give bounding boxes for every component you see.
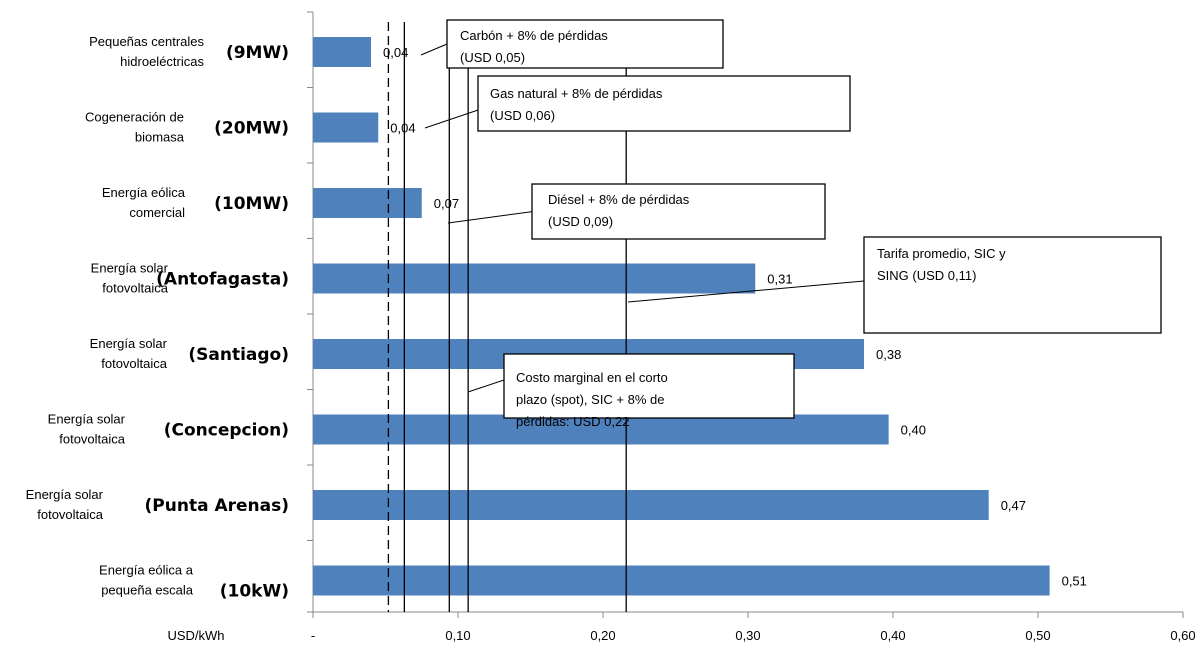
- category-location: (Santiago): [188, 345, 289, 365]
- category-location: (Concepcion): [164, 421, 289, 441]
- bar: [313, 263, 756, 294]
- data-label: 0,04: [390, 121, 415, 136]
- category-name: Energía solar: [26, 487, 104, 502]
- category-name: Energía solar: [48, 412, 126, 427]
- data-label: 0,51: [1062, 574, 1087, 589]
- category-name: biomasa: [135, 130, 185, 145]
- bar: [313, 490, 989, 520]
- category-name: Energía solar: [90, 336, 168, 351]
- data-label: 0,38: [876, 347, 901, 362]
- annotation-text: Gas natural + 8% de pérdidas: [490, 86, 663, 101]
- bar: [313, 112, 379, 143]
- annotation-boxes: Carbón + 8% de pérdidas (USD 0,05) Gas nat…: [420, 19, 1162, 429]
- x-tick-label: 0,50: [1025, 628, 1050, 643]
- annotation-text: pérdidas: USD 0,22: [516, 414, 629, 429]
- x-tick-label: 0,20: [590, 628, 615, 643]
- category-name: fotovoltaica: [59, 432, 126, 447]
- annotation-text: (USD 0,06): [490, 108, 555, 123]
- x-tick-label: 0,10: [445, 628, 470, 643]
- annotation-leader-line: [467, 379, 505, 393]
- axes: - 0,10 0,20 0,30 0,40 0,50 0,60: [307, 11, 1196, 643]
- category-name: comercial: [129, 205, 185, 220]
- annotation-box: [446, 19, 724, 69]
- annotation-box: [477, 75, 851, 132]
- annotation-text: Diésel + 8% de pérdidas: [548, 192, 690, 207]
- category-labels: Pequeñas centrales hidroeléctricas (9MW) Co…: [26, 34, 289, 602]
- category-location: (Antofagasta): [156, 270, 289, 290]
- annotation-leader-line: [627, 280, 865, 303]
- data-label: 0,31: [767, 272, 792, 287]
- category-name: hidroeléctricas: [120, 54, 204, 69]
- annotation-leader-line: [447, 210, 538, 224]
- data-label: 0,40: [901, 423, 926, 438]
- bar: [313, 188, 422, 218]
- x-tick-label: 0,60: [1170, 628, 1195, 643]
- annotation-text: Costo marginal en el corto: [516, 370, 668, 385]
- annotation-box: [531, 183, 826, 240]
- category-name: Energía eólica a: [99, 563, 194, 578]
- data-label: 0,07: [434, 196, 459, 211]
- annotation-leader-line: [420, 43, 448, 56]
- annotation-box: [863, 236, 1162, 334]
- annotation-text: SING (USD 0,11): [877, 268, 976, 283]
- x-tick-label: 0,30: [735, 628, 760, 643]
- data-label: 0,47: [1001, 498, 1026, 513]
- category-location: (20MW): [214, 119, 289, 139]
- x-tick-label: -: [311, 628, 315, 643]
- category-name: pequeña escala: [101, 583, 194, 598]
- annotation-text: plazo (spot), SIC + 8% de: [516, 392, 665, 407]
- category-name: Energía eólica: [102, 185, 186, 200]
- x-tick-label: 0,40: [880, 628, 905, 643]
- annotation-box: [503, 353, 795, 419]
- data-label: 0,04: [383, 45, 408, 60]
- annotation-text: (USD 0,09): [548, 214, 613, 229]
- category-location: (9MW): [226, 43, 289, 63]
- category-location: (10kW): [220, 582, 289, 602]
- category-name: fotovoltaica: [37, 507, 104, 522]
- category-name: fotovoltaica: [102, 281, 169, 296]
- bar: [313, 37, 371, 67]
- bar: [313, 565, 1050, 596]
- category-name: Cogeneración de: [85, 110, 184, 125]
- category-location: (Punta Arenas): [145, 496, 289, 516]
- category-name: fotovoltaica: [101, 356, 168, 371]
- bar: [313, 414, 889, 445]
- annotation-text: Carbón + 8% de pérdidas: [460, 28, 608, 43]
- annotation-text: Tarifa promedio, SIC y: [877, 246, 1006, 261]
- category-name: Pequeñas centrales: [89, 34, 204, 49]
- annotation-leader-line: [424, 106, 488, 129]
- category-name: Energía solar: [91, 261, 169, 276]
- category-location: (10MW): [214, 194, 289, 214]
- annotation-text: (USD 0,05): [460, 50, 525, 65]
- x-axis-unit-label: USD/kWh: [167, 628, 224, 643]
